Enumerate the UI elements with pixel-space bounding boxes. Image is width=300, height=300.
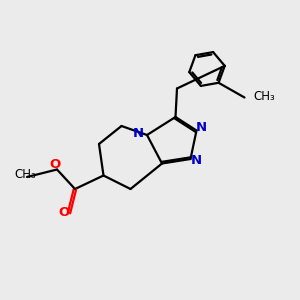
Text: N: N bbox=[133, 127, 144, 140]
Text: O: O bbox=[50, 158, 61, 172]
Text: CH₃: CH₃ bbox=[254, 89, 275, 103]
Text: O: O bbox=[58, 206, 69, 220]
Text: N: N bbox=[190, 154, 202, 167]
Text: CH₃: CH₃ bbox=[15, 167, 36, 181]
Text: N: N bbox=[195, 121, 207, 134]
